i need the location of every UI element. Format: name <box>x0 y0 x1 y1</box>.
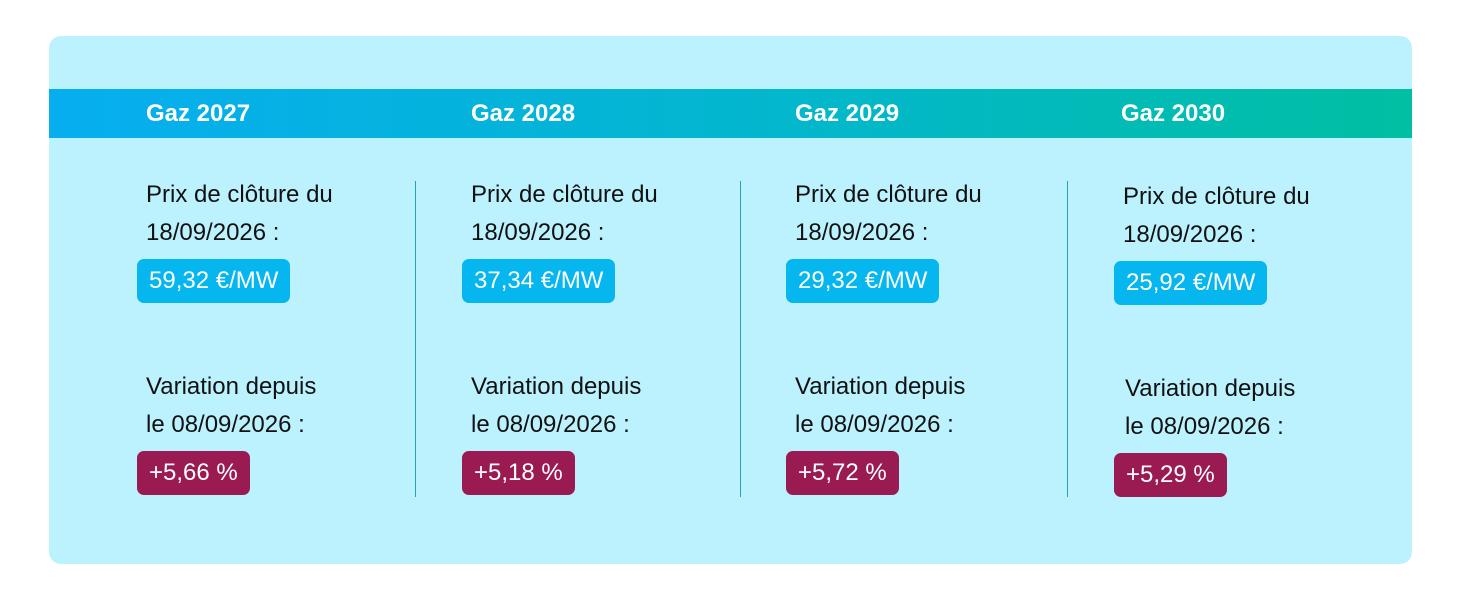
closing-price-badge: 25,92 €/MW <box>1114 261 1268 305</box>
variation-badge: +5,66 % <box>137 451 250 495</box>
column-gaz-2028: Prix de clôture du 18/09/2026 : 37,34 €/… <box>462 36 731 564</box>
closing-price-badge: 37,34 €/MW <box>462 259 616 303</box>
column-title-gaz-2029: Gaz 2029 <box>795 100 900 127</box>
variation-label: Variation depuis le 08/09/2026 : <box>795 373 966 438</box>
variation-badge: +5,72 % <box>786 451 899 495</box>
column-divider <box>415 181 416 497</box>
variation-label: Variation depuis le 08/09/2026 : <box>146 373 317 438</box>
header-banner: Gaz 2027 Gaz 2028 Gaz 2029 Gaz 2030 <box>49 89 1412 138</box>
column-divider <box>740 181 741 497</box>
column-gaz-2030: Prix de clôture du 18/09/2026 : 25,92 €/… <box>1114 36 1383 564</box>
column-divider <box>1067 181 1068 497</box>
column-title-gaz-2027: Gaz 2027 <box>146 100 251 127</box>
variation-badge: +5,29 % <box>1114 453 1227 497</box>
closing-price-badge: 59,32 €/MW <box>137 259 291 303</box>
column-gaz-2029: Prix de clôture du 18/09/2026 : 29,32 €/… <box>786 36 1055 564</box>
variation-label: Variation depuis le 08/09/2026 : <box>471 373 642 438</box>
closing-price-badge: 29,32 €/MW <box>786 259 940 303</box>
closing-price-label: Prix de clôture du 18/09/2026 : <box>471 181 658 246</box>
variation-label: Variation depuis le 08/09/2026 : <box>1125 375 1296 440</box>
closing-price-label: Prix de clôture du 18/09/2026 : <box>795 181 982 246</box>
variation-badge: +5,18 % <box>462 451 575 495</box>
column-title-gaz-2028: Gaz 2028 <box>471 100 576 127</box>
column-gaz-2027: Prix de clôture du 18/09/2026 : 59,32 €/… <box>137 36 406 564</box>
gas-price-card: Gaz 2027 Gaz 2028 Gaz 2029 Gaz 2030 Prix… <box>49 36 1412 564</box>
closing-price-label: Prix de clôture du 18/09/2026 : <box>1123 183 1310 248</box>
closing-price-label: Prix de clôture du 18/09/2026 : <box>146 181 333 246</box>
column-title-gaz-2030: Gaz 2030 <box>1121 100 1226 127</box>
